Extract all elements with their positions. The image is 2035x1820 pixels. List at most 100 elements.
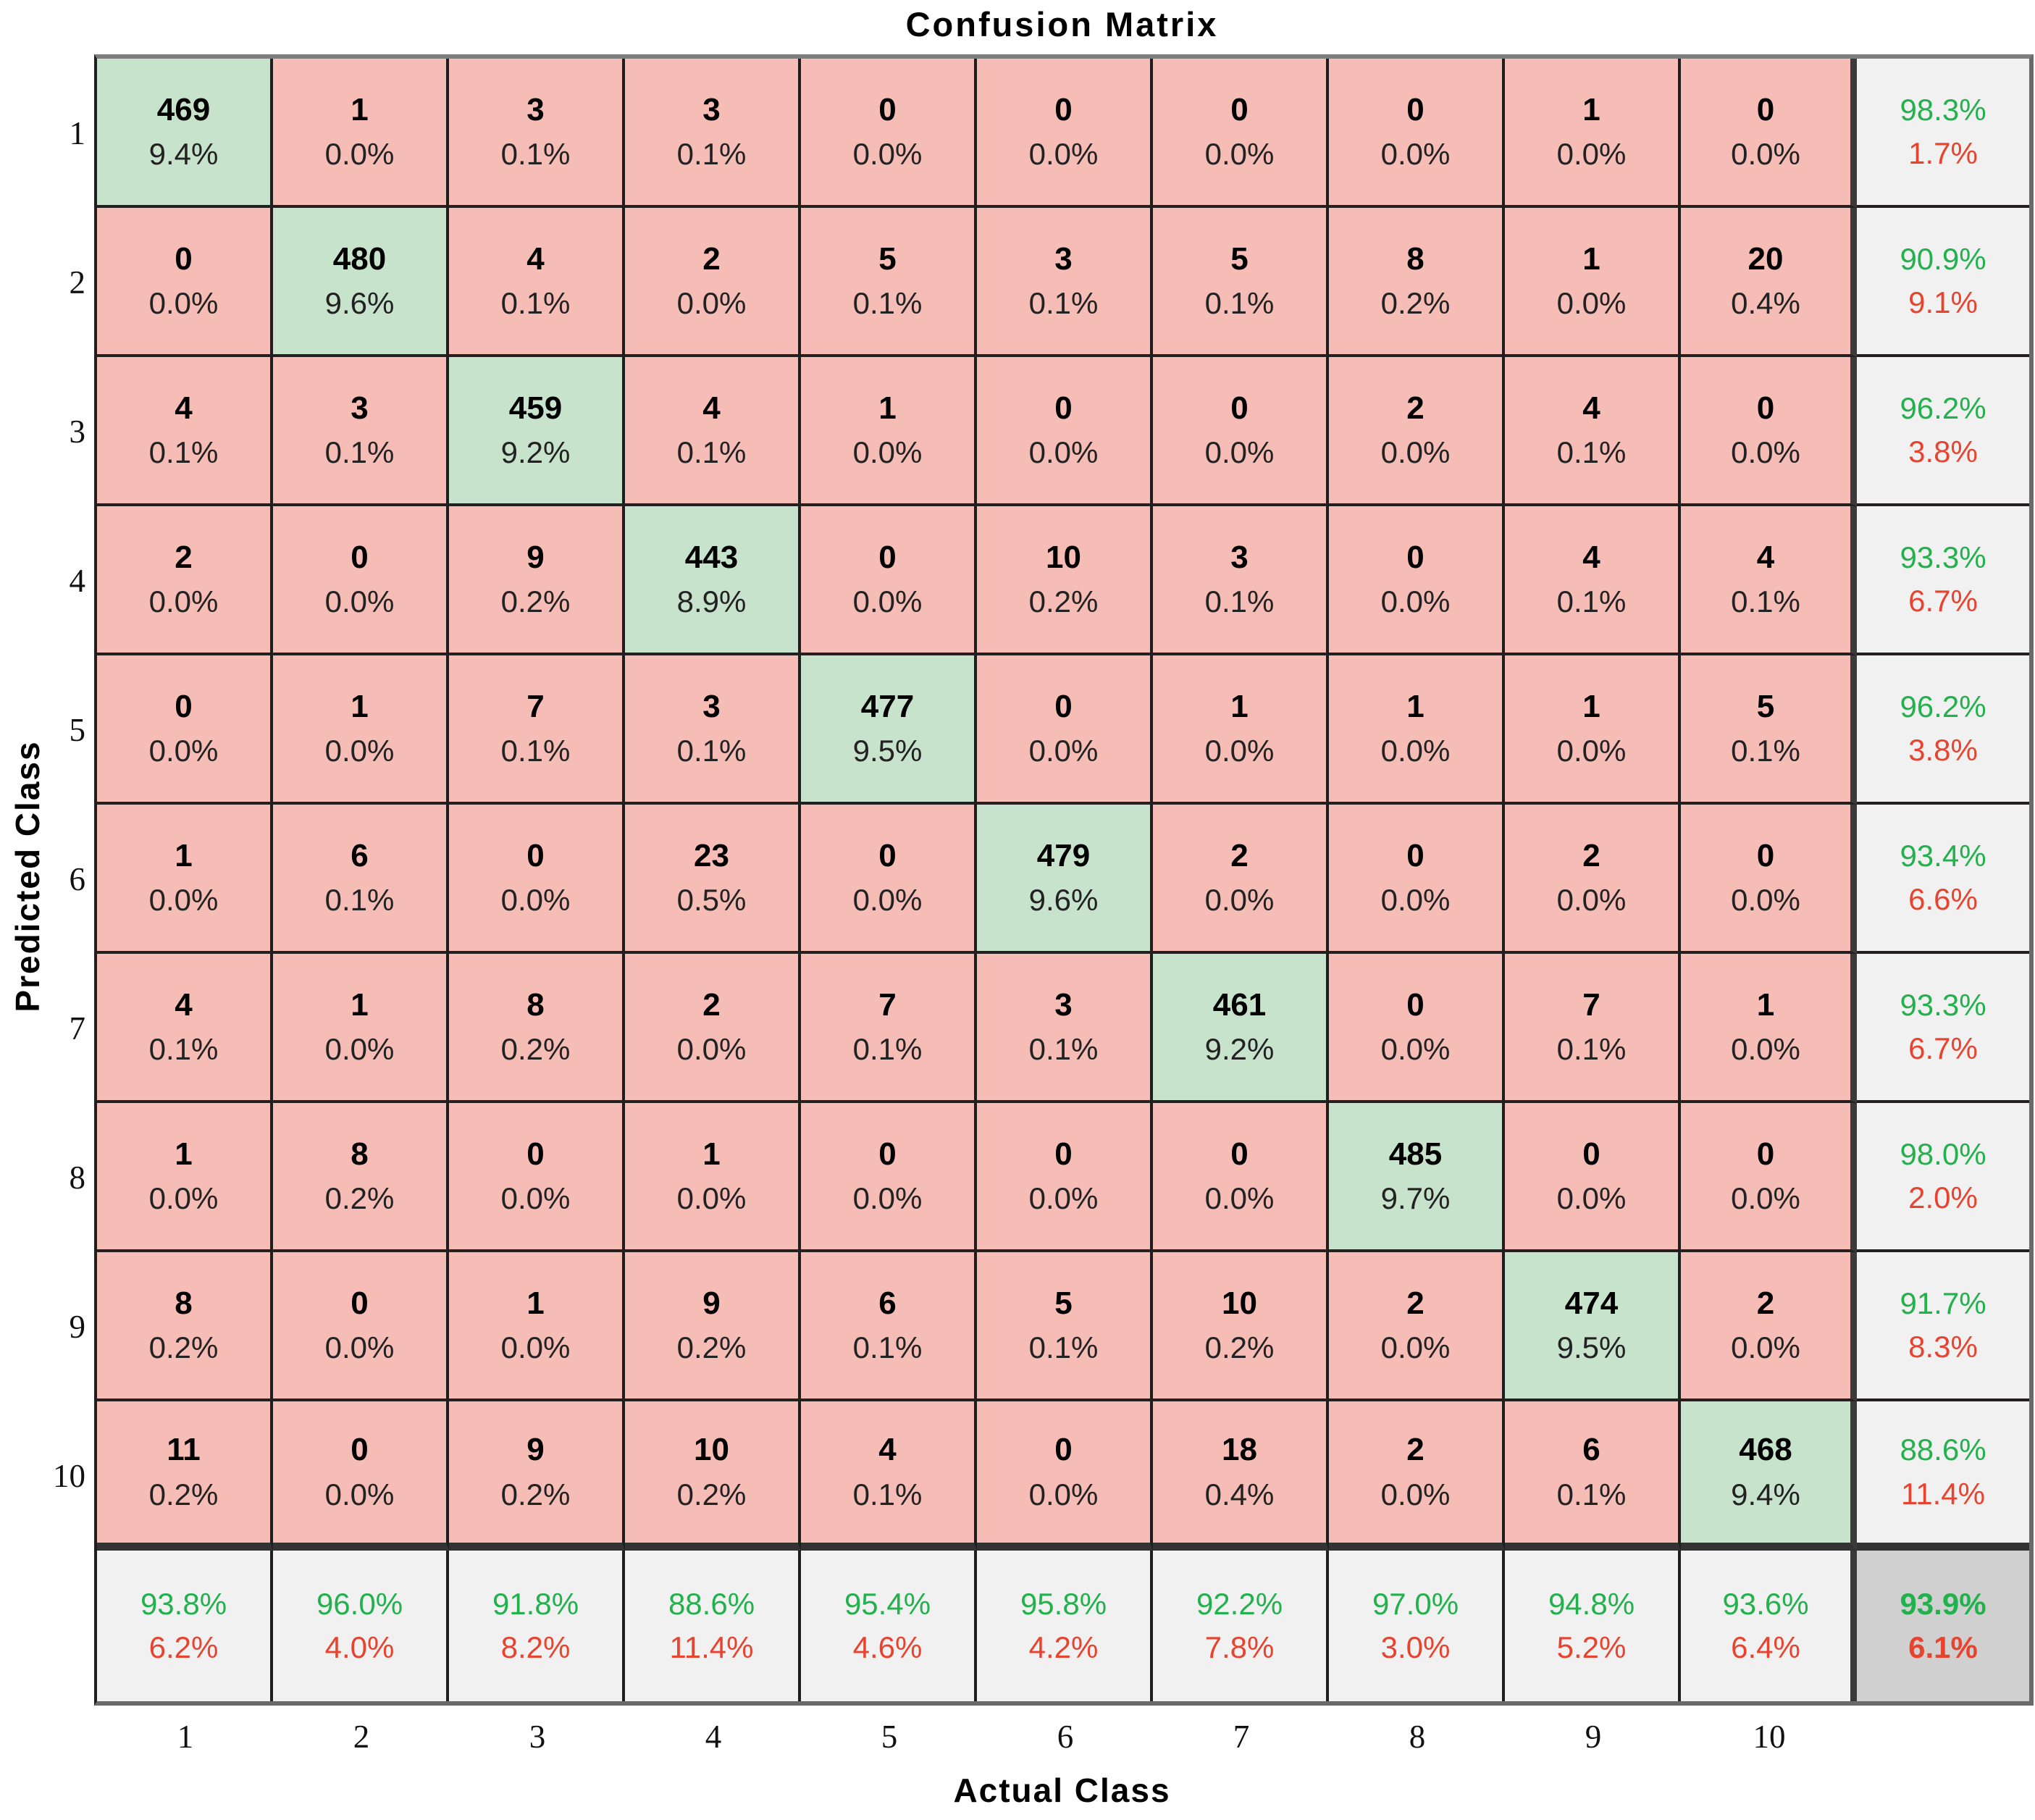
cell-r7-c7: 461 9.2% — [1153, 954, 1329, 1103]
cell-percent: 0.0% — [1204, 734, 1275, 768]
cell-count: 0 — [878, 1136, 897, 1172]
error-percent: 4.0% — [324, 1630, 395, 1664]
cell-count: 10 — [694, 1432, 729, 1468]
error-percent: 11.4% — [1901, 1476, 1985, 1511]
cell-r3-c10: 0 0.0% — [1681, 357, 1857, 506]
cell-count: 5 — [1756, 688, 1775, 724]
y-tick-3: 3 — [69, 414, 86, 450]
row-summary-2: 90.9% 9.1% — [1857, 208, 2029, 357]
cell-r7-c1: 4 0.1% — [97, 954, 273, 1103]
success-percent: 96.2% — [1900, 390, 1986, 425]
error-percent: 6.7% — [1908, 584, 1978, 618]
col-summary-10: 93.6% 6.4% — [1681, 1551, 1857, 1701]
cell-percent: 9.4% — [1731, 1477, 1800, 1511]
cell-r10-c2: 0 0.0% — [273, 1401, 449, 1551]
x-tick-2: 2 — [353, 1719, 370, 1755]
cell-count: 4 — [175, 390, 193, 426]
cell-r2-c6: 3 0.1% — [977, 208, 1153, 357]
cell-r5-c4: 3 0.1% — [625, 655, 801, 805]
error-percent: 4.6% — [852, 1630, 923, 1664]
cell-r5-c1: 0 0.0% — [97, 655, 273, 805]
cell-r4-c1: 2 0.0% — [97, 506, 273, 655]
cell-r4-c4: 443 8.9% — [625, 506, 801, 655]
cell-count: 3 — [1054, 240, 1073, 277]
row-summary-3: 96.2% 3.8% — [1857, 357, 2029, 506]
cell-count: 1 — [351, 688, 369, 724]
cell-r10-c1: 11 0.2% — [97, 1401, 273, 1551]
cell-percent: 0.0% — [324, 1477, 395, 1511]
cell-count: 443 — [684, 539, 739, 575]
cell-count: 0 — [1406, 91, 1424, 127]
cell-percent: 0.1% — [324, 435, 395, 470]
y-tick-6: 6 — [69, 861, 86, 897]
cell-percent: 0.0% — [324, 1330, 395, 1365]
cell-r3-c5: 1 0.0% — [801, 357, 977, 506]
cell-count: 7 — [526, 688, 545, 724]
cell-percent: 0.0% — [1380, 1330, 1451, 1365]
cell-r7-c2: 1 0.0% — [273, 954, 449, 1103]
error-percent: 4.2% — [1028, 1630, 1099, 1664]
cell-r5-c6: 0 0.0% — [977, 655, 1153, 805]
cell-r2-c9: 1 0.0% — [1505, 208, 1681, 357]
error-percent: 8.3% — [1908, 1330, 1978, 1364]
cell-count: 2 — [1582, 837, 1600, 873]
cell-r1-c4: 3 0.1% — [625, 59, 801, 208]
cell-percent: 9.6% — [1028, 883, 1099, 918]
error-percent: 7.8% — [1204, 1630, 1275, 1664]
cell-percent: 0.0% — [500, 1330, 571, 1365]
cell-percent: 0.0% — [1731, 137, 1800, 172]
cell-percent: 0.1% — [1556, 584, 1627, 619]
x-tick-4: 4 — [705, 1719, 722, 1755]
cell-percent: 9.7% — [1380, 1181, 1451, 1216]
cell-count: 477 — [860, 688, 915, 724]
cell-r2-c1: 0 0.0% — [97, 208, 273, 357]
cell-r3-c6: 0 0.0% — [977, 357, 1153, 506]
cell-count: 2 — [1406, 390, 1424, 426]
cell-count: 5 — [878, 240, 897, 277]
cell-r9-c3: 1 0.0% — [449, 1252, 625, 1401]
cell-count: 2 — [1756, 1285, 1775, 1321]
cell-percent: 9.2% — [1204, 1032, 1275, 1067]
cell-r1-c5: 0 0.0% — [801, 59, 977, 208]
cell-percent: 0.1% — [852, 1032, 923, 1067]
cell-percent: 0.2% — [1204, 1330, 1275, 1365]
cell-count: 1 — [1230, 688, 1249, 724]
cell-count: 6 — [351, 837, 369, 873]
cell-percent: 0.0% — [852, 584, 923, 619]
cell-r4-c5: 0 0.0% — [801, 506, 977, 655]
cell-count: 8 — [1406, 240, 1424, 277]
cell-count: 7 — [1582, 986, 1600, 1023]
cell-r9-c9: 474 9.5% — [1505, 1252, 1681, 1401]
cell-count: 0 — [1756, 390, 1775, 426]
cell-percent: 0.1% — [500, 734, 571, 768]
cell-count: 8 — [526, 986, 545, 1023]
cell-percent: 0.0% — [1204, 435, 1275, 470]
y-tick-9: 9 — [69, 1309, 86, 1345]
success-percent: 97.0% — [1372, 1586, 1459, 1621]
cell-count: 1 — [702, 1136, 721, 1172]
cell-count: 0 — [1054, 688, 1073, 724]
cell-r4-c6: 10 0.2% — [977, 506, 1153, 655]
cell-percent: 0.0% — [148, 883, 219, 918]
cell-percent: 0.0% — [1028, 435, 1099, 470]
chart-title: Confusion Matrix — [905, 5, 1219, 43]
cell-percent: 0.1% — [500, 137, 571, 172]
cell-percent: 0.0% — [852, 435, 923, 470]
cell-count: 4 — [1756, 539, 1775, 575]
cell-r5-c7: 1 0.0% — [1153, 655, 1329, 805]
cell-r10-c4: 10 0.2% — [625, 1401, 801, 1551]
cell-percent: 0.2% — [500, 1477, 571, 1511]
cell-count: 480 — [332, 240, 387, 277]
cell-percent: 0.4% — [1731, 286, 1800, 321]
cell-percent: 9.4% — [148, 137, 219, 172]
cell-r6-c7: 2 0.0% — [1153, 805, 1329, 954]
cell-count: 0 — [1406, 539, 1424, 575]
cell-percent: 9.6% — [324, 286, 395, 321]
cell-count: 469 — [156, 91, 211, 127]
cell-r8-c3: 0 0.0% — [449, 1103, 625, 1252]
success-percent: 93.8% — [140, 1586, 227, 1621]
cell-count: 1 — [878, 390, 897, 426]
success-percent: 95.8% — [1020, 1586, 1107, 1621]
cell-count: 0 — [526, 837, 545, 873]
cell-percent: 8.9% — [676, 584, 747, 619]
